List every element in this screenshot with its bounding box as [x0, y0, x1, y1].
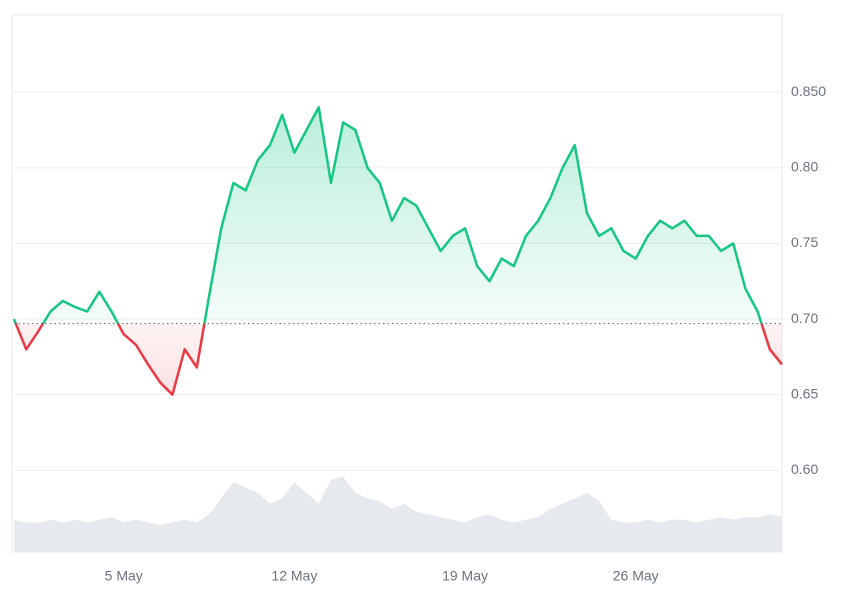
y-tick-label: 0.75	[791, 234, 818, 250]
y-tick-label: 0.80	[791, 158, 818, 174]
price-line	[12, 106, 783, 396]
x-tick-label: 5 May	[105, 568, 143, 584]
y-tick-label: 0.60	[791, 461, 818, 477]
volume-area	[14, 476, 782, 552]
y-tick-label: 0.65	[791, 385, 818, 401]
x-tick-label: 19 May	[442, 568, 488, 584]
x-tick-label: 26 May	[613, 568, 659, 584]
y-tick-label: 0.70	[791, 310, 818, 326]
y-tick-label: 0.850	[791, 83, 826, 99]
price-area	[14, 107, 782, 395]
x-tick-label: 12 May	[271, 568, 317, 584]
